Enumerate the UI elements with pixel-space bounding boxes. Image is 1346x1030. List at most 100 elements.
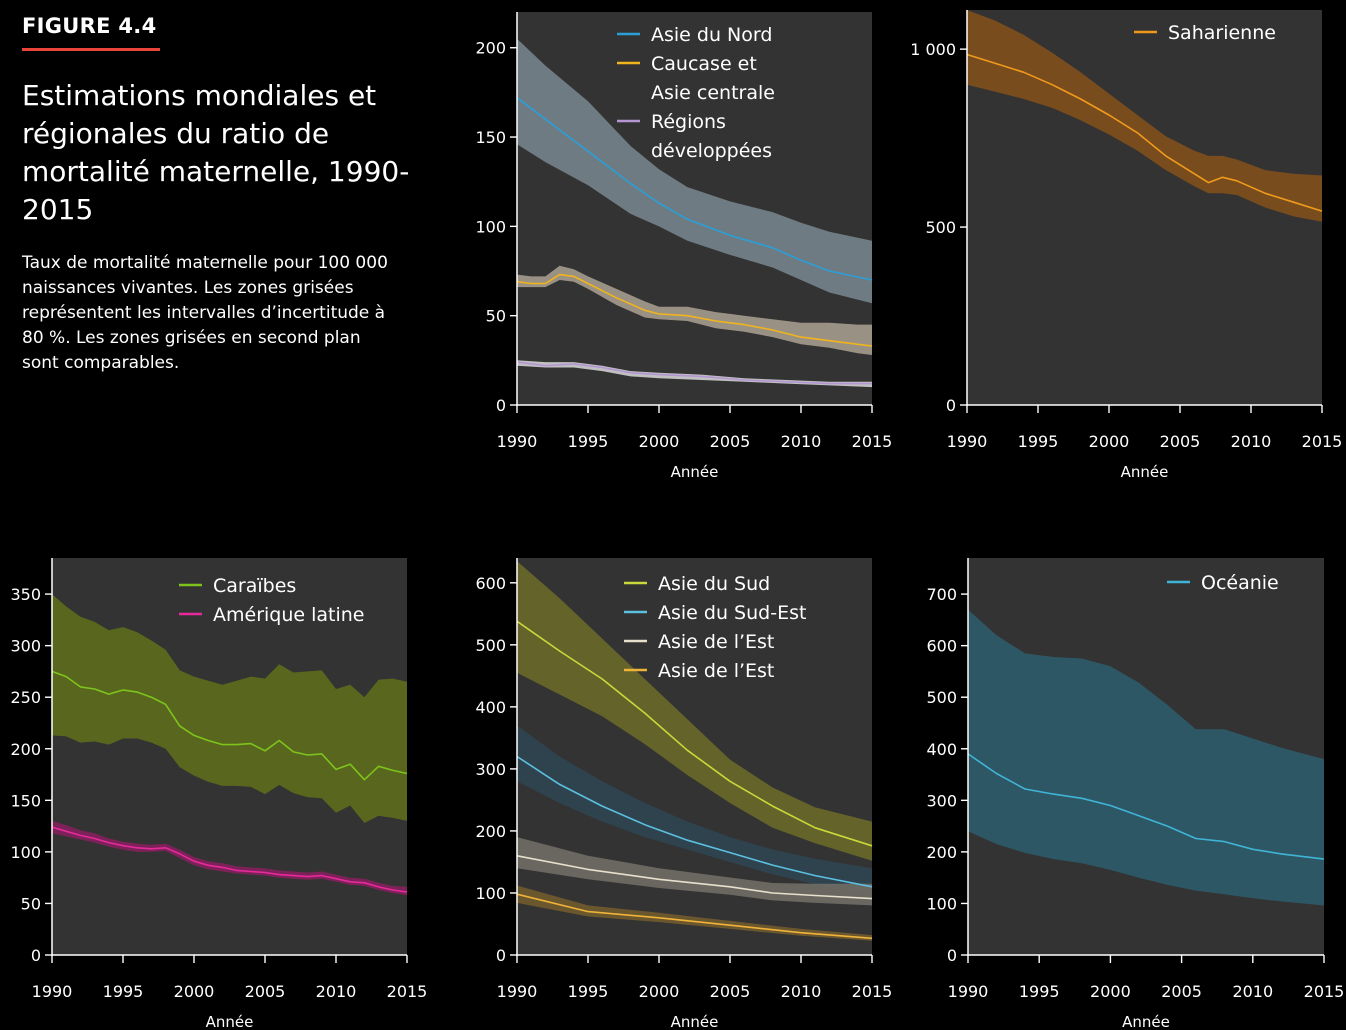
y-tick-label: 50 xyxy=(486,307,506,326)
y-tick-label: 300 xyxy=(475,760,506,779)
y-tick-label: 500 xyxy=(926,688,957,707)
x-tick-label: 1990 xyxy=(948,982,989,1001)
x-axis-title: Année xyxy=(1121,463,1169,481)
x-axis-title: Année xyxy=(206,1013,254,1030)
x-tick-label: 2015 xyxy=(387,982,428,1001)
y-tick-label: 200 xyxy=(475,822,506,841)
x-tick-label: 2000 xyxy=(174,982,215,1001)
x-tick-label: 1995 xyxy=(568,982,609,1001)
y-tick-label: 150 xyxy=(475,128,506,147)
series-line-1 xyxy=(516,620,873,847)
y-tick-label: 200 xyxy=(926,843,957,862)
x-tick-label: 2000 xyxy=(1089,432,1130,451)
x-tick-label: 2015 xyxy=(1302,432,1343,451)
chart-panel-2: 1990 1995 2000 2005 2010 2015 0 500 1 000 Année Sa… xyxy=(910,10,1342,481)
legend-entry-2: Caucase et Asie centrale xyxy=(651,53,775,104)
y-tick-label: 50 xyxy=(21,894,41,913)
legend-entry-line: développées xyxy=(651,140,772,162)
series-line-3 xyxy=(516,855,873,900)
x-tick-label: 2005 xyxy=(710,432,751,451)
legend-entry-4: Asie de l’Est xyxy=(658,660,774,682)
x-tick-label: 1995 xyxy=(103,982,144,1001)
series-line-3 xyxy=(516,361,872,385)
series-line-1 xyxy=(51,670,408,781)
x-tick-label: 2015 xyxy=(852,982,893,1001)
uncertainty-band-1 xyxy=(967,10,1322,222)
series-line-2 xyxy=(516,755,873,888)
x-tick-label: 1995 xyxy=(1019,982,1060,1001)
chart-panel-1: 1990 1995 2000 2005 2010 2015 0 50 100 150 200 Anné… xyxy=(475,12,892,481)
x-axis-title: Année xyxy=(1122,1013,1170,1030)
legend-entry-2: Asie du Sud-Est xyxy=(658,602,806,624)
legend-entry-1: Océanie xyxy=(1201,572,1279,594)
y-tick-label: 100 xyxy=(475,884,506,903)
x-tick-label: 1995 xyxy=(1018,432,1059,451)
x-tick-label: 2010 xyxy=(781,982,822,1001)
uncertainty-band-1 xyxy=(517,38,872,304)
y-tick-label: 500 xyxy=(475,636,506,655)
x-tick-label: 1990 xyxy=(32,982,73,1001)
y-tick-label: 300 xyxy=(926,791,957,810)
figure-description: Taux de mortalité maternelle pour 100 00… xyxy=(22,253,388,373)
x-tick-label: 1995 xyxy=(568,432,609,451)
x-tick-label: 2005 xyxy=(710,982,751,1001)
series-line-1 xyxy=(516,97,873,281)
uncertainty-band-4 xyxy=(517,885,872,941)
x-tick-label: 2010 xyxy=(316,982,357,1001)
chart-panel-3: 1990 1995 2000 2005 2010 2015 0 50 100 150 200 250 3… xyxy=(10,558,427,1030)
y-tick-label: 500 xyxy=(925,218,956,237)
x-tick-label: 2015 xyxy=(1304,982,1345,1001)
legend-entry-1: Asie du Nord xyxy=(651,24,772,46)
legend-entry-2: Amérique latine xyxy=(213,604,365,626)
x-tick-label: 2000 xyxy=(1090,982,1131,1001)
legend-entry-1: Asie du Sud xyxy=(658,573,770,595)
series-line-1 xyxy=(966,53,1323,212)
y-tick-label: 100 xyxy=(475,217,506,236)
legend-entry-line: Caucase et xyxy=(651,53,757,75)
uncertainty-band-1 xyxy=(517,561,872,861)
y-tick-label: 0 xyxy=(947,946,957,965)
y-tick-label: 0 xyxy=(31,946,41,965)
y-tick-label: 0 xyxy=(946,396,956,415)
uncertainty-band-1 xyxy=(968,609,1324,906)
y-tick-label: 100 xyxy=(926,894,957,913)
x-tick-label: 2005 xyxy=(1161,982,1202,1001)
legend-entry-line: Régions xyxy=(651,111,726,133)
y-tick-label: 350 xyxy=(10,585,41,604)
chart-panel-5: 1990 1995 2000 2005 2010 2015 0 100 200 300 400 500… xyxy=(926,558,1344,1030)
x-tick-label: 2010 xyxy=(1232,982,1273,1001)
y-tick-label: 300 xyxy=(10,637,41,656)
x-tick-label: 2000 xyxy=(639,432,680,451)
y-tick-label: 250 xyxy=(10,688,41,707)
y-tick-label: 700 xyxy=(926,585,957,604)
x-tick-label: 2000 xyxy=(639,982,680,1001)
figure-label: FIGURE 4.4 xyxy=(22,14,157,38)
uncertainty-band-3 xyxy=(517,360,872,388)
figure-intro: FIGURE 4.4 Estimations mondiales et régi… xyxy=(22,14,422,376)
series-line-1 xyxy=(967,753,1325,860)
x-tick-label: 1990 xyxy=(497,982,538,1001)
uncertainty-band-1 xyxy=(52,594,407,823)
legend-entry-line: Asie centrale xyxy=(651,82,775,104)
x-axis-title: Année xyxy=(671,1013,719,1030)
y-tick-label: 600 xyxy=(475,574,506,593)
y-tick-label: 400 xyxy=(926,740,957,759)
y-tick-label: 200 xyxy=(10,740,41,759)
figure-label-underline xyxy=(22,48,160,51)
x-tick-label: 2015 xyxy=(852,432,893,451)
x-axis-title: Année xyxy=(671,463,719,481)
series-line-2 xyxy=(516,273,873,347)
y-tick-label: 200 xyxy=(475,39,506,58)
series-line-4 xyxy=(516,893,873,940)
x-tick-label: 2005 xyxy=(1160,432,1201,451)
y-tick-label: 1 000 xyxy=(910,40,956,59)
chart-panel-4: 1990 1995 2000 2005 2010 2015 0 100 200 300 400 500… xyxy=(475,558,892,1030)
legend-entry-1: Saharienne xyxy=(1168,22,1276,44)
x-tick-label: 1990 xyxy=(947,432,988,451)
uncertainty-band-3 xyxy=(517,837,872,906)
series-line-2 xyxy=(51,826,408,893)
y-tick-label: 100 xyxy=(10,843,41,862)
y-tick-label: 600 xyxy=(926,637,957,656)
figure-title: Estimations mondiales et régionales du r… xyxy=(22,79,410,226)
